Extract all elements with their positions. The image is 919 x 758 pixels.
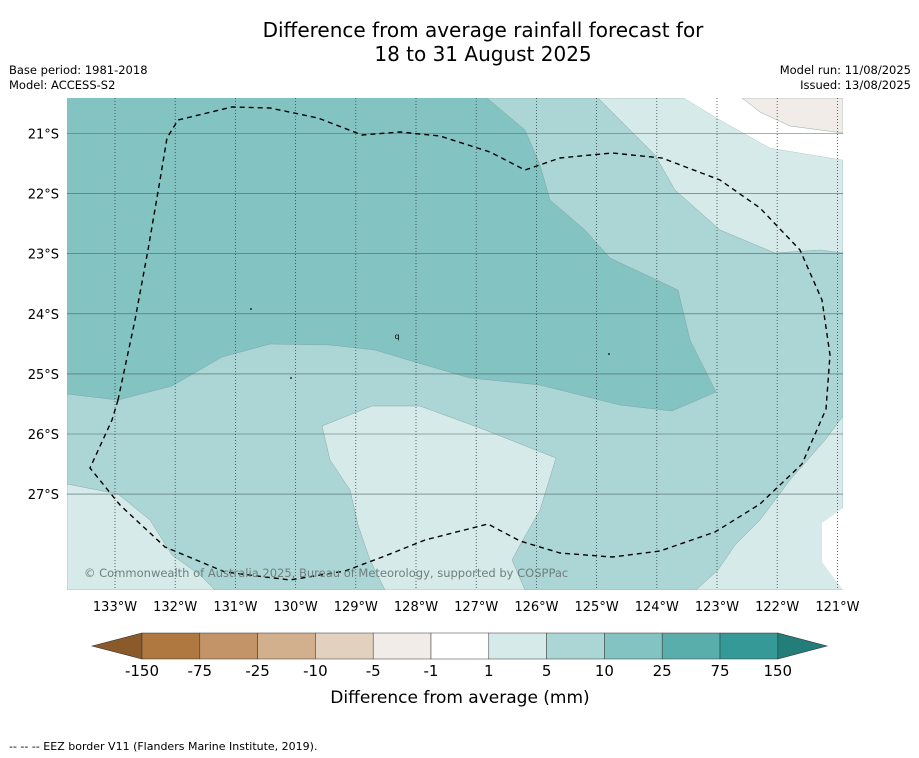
lon-tick-label: 129°W bbox=[334, 600, 378, 615]
region-neutral-top bbox=[684, 98, 843, 160]
meta-left: Base period: 1981-2018 Model: ACCESS-S2 bbox=[9, 63, 148, 93]
colorbar: -150 -75 -25 -10 -5 -1 1 5 10 25 75 150 bbox=[90, 632, 829, 680]
base-period: Base period: 1981-2018 bbox=[9, 63, 148, 77]
lon-tick-label: 121°W bbox=[815, 600, 859, 615]
lat-tick-label: 22°S bbox=[28, 188, 59, 203]
map-area: q © Commonwealth of Australia 2025, Bure… bbox=[67, 98, 843, 590]
colorbar-segment bbox=[604, 632, 663, 660]
colorbar-tick-label: -10 bbox=[303, 662, 328, 680]
latitude-labels: 21°S 22°S 23°S 24°S 25°S 26°S 27°S bbox=[28, 128, 59, 504]
colorbar-tick-label: 25 bbox=[653, 662, 672, 680]
title-line-1: Difference from average rainfall forecas… bbox=[262, 18, 704, 42]
colorbar-tick-label: 150 bbox=[763, 662, 792, 680]
colorbar-tick-label: -5 bbox=[366, 662, 381, 680]
meta-right: Model run: 11/08/2025 Issued: 13/08/2025 bbox=[780, 63, 911, 93]
lon-tick-label: 124°W bbox=[635, 600, 679, 615]
issued-date: Issued: 13/08/2025 bbox=[800, 78, 911, 92]
lon-tick-label: 132°W bbox=[153, 600, 197, 615]
lon-tick-label: 130°W bbox=[274, 600, 318, 615]
colorbar-segment bbox=[430, 632, 490, 660]
eez-border bbox=[89, 106, 831, 581]
colorbar-segment bbox=[315, 632, 374, 660]
colorbar-segment bbox=[372, 632, 432, 660]
lon-tick-label: 122°W bbox=[755, 600, 799, 615]
lon-tick-label: 127°W bbox=[454, 600, 498, 615]
longitude-labels: 133°W 132°W 131°W 130°W 129°W 128°W 127°W 126°W… bbox=[93, 600, 860, 615]
model-name: Model: ACCESS-S2 bbox=[9, 78, 116, 92]
lat-tick-label: 21°S bbox=[28, 128, 59, 143]
region-5-10 bbox=[67, 98, 843, 590]
lat-tick-label: 24°S bbox=[28, 308, 59, 323]
lat-tick-label: 25°S bbox=[28, 368, 59, 383]
region-1-5-southwest bbox=[67, 483, 216, 590]
colorbar-segment bbox=[488, 632, 547, 660]
colorbar-extend-high bbox=[777, 632, 829, 660]
colorbar-segment bbox=[661, 632, 721, 660]
colorbar-tick-label: 75 bbox=[710, 662, 729, 680]
region-1-5-southeast bbox=[695, 415, 843, 590]
lat-tick-label: 27°S bbox=[28, 488, 59, 503]
island-label: q bbox=[394, 332, 399, 341]
colorbar-segment bbox=[719, 632, 779, 660]
colorbar-tick-label: 5 bbox=[542, 662, 552, 680]
colorbar-tick-label: 1 bbox=[484, 662, 494, 680]
region-1-5-central bbox=[321, 405, 557, 590]
lat-tick-label: 23°S bbox=[28, 248, 59, 263]
colorbar-segment bbox=[546, 632, 605, 660]
colorbar-tick-label: -1 bbox=[424, 662, 439, 680]
lon-tick-label: 128°W bbox=[394, 600, 438, 615]
islands: q bbox=[250, 308, 610, 379]
lon-tick-label: 123°W bbox=[695, 600, 739, 615]
lat-tick-label: 26°S bbox=[28, 428, 59, 443]
colorbar-label: Difference from average (mm) bbox=[330, 688, 589, 708]
colorbar-extend-low bbox=[90, 632, 143, 660]
colorbar-tick-label: -75 bbox=[188, 662, 213, 680]
gridlines bbox=[67, 98, 843, 590]
colorbar-segment bbox=[199, 632, 258, 660]
footer-note: -- -- -- EEZ border V11 (Flanders Marine… bbox=[9, 740, 318, 753]
map-title: Difference from average rainfall forecas… bbox=[0, 18, 919, 66]
colorbar-segment bbox=[257, 632, 316, 660]
lon-tick-label: 126°W bbox=[514, 600, 558, 615]
colorbar-segment bbox=[141, 632, 201, 660]
region-neg-1-to-5 bbox=[741, 98, 843, 134]
colorbar-tick-label: 10 bbox=[595, 662, 614, 680]
colorbar-tick-label: -150 bbox=[125, 662, 159, 680]
lon-tick-label: 133°W bbox=[93, 600, 137, 615]
colorbar-tick-label: -25 bbox=[245, 662, 270, 680]
lon-tick-label: 131°W bbox=[213, 600, 257, 615]
lon-tick-label: 125°W bbox=[575, 600, 619, 615]
model-run: Model run: 11/08/2025 bbox=[779, 63, 911, 77]
copyright-text: © Commonwealth of Australia 2025, Bureau… bbox=[84, 566, 568, 580]
title-line-2: 18 to 31 August 2025 bbox=[374, 42, 592, 66]
